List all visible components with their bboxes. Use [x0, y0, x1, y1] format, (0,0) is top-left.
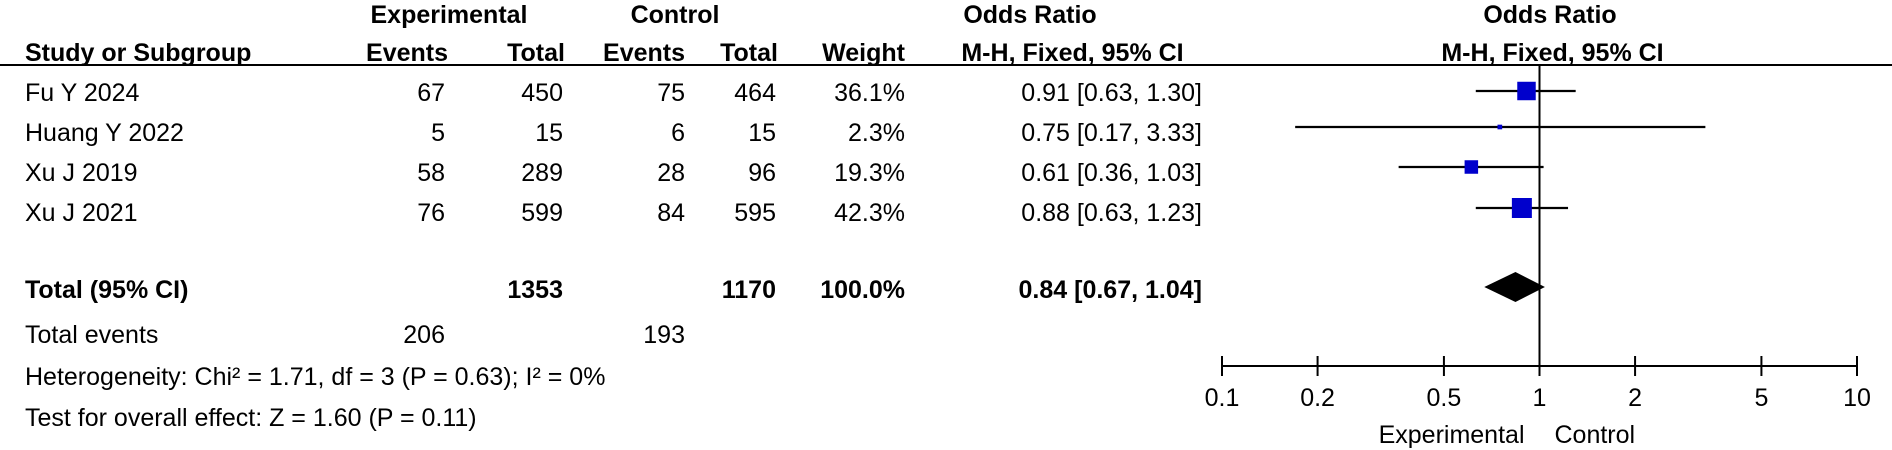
total-label: Total (95% CI) — [25, 276, 189, 304]
total-ctl-total: 1170 — [721, 276, 776, 304]
ctl-events: 6 — [671, 119, 685, 147]
total-exp-total: 1353 — [507, 276, 563, 304]
ctl-events: 75 — [657, 79, 685, 107]
study-ci-text: 0.88 [0.63, 1.23] — [1021, 199, 1202, 227]
events-ctl: 193 — [643, 321, 685, 349]
exp-events: 67 — [417, 79, 445, 107]
study-marker — [1511, 198, 1532, 218]
plot-lines — [1295, 64, 1706, 366]
exp-total: 15 — [535, 119, 563, 147]
pooled-diamond — [1484, 272, 1545, 302]
total-weight: 100.0% — [820, 276, 905, 304]
study-name: Xu J 2021 — [25, 199, 138, 227]
total-ci-text: 0.84 [0.67, 1.04] — [1018, 276, 1202, 304]
tick-label: 10 — [1843, 384, 1871, 412]
events-label: Total events — [25, 321, 159, 349]
study-ci-text: 0.61 [0.36, 1.03] — [1021, 159, 1202, 187]
overall-effect-text: Test for overall effect: Z = 1.60 (P = 0… — [25, 404, 477, 432]
study-marker — [1464, 160, 1479, 174]
study-marker — [1497, 124, 1503, 130]
plot-marks — [1464, 81, 1545, 302]
exp-events: 5 — [431, 119, 445, 147]
tick-label: 0.2 — [1300, 384, 1335, 412]
experimental-group-header: Experimental — [370, 1, 528, 29]
study-ci-text: 0.75 [0.17, 3.33] — [1021, 119, 1202, 147]
favours-right-label: Control — [1555, 421, 1636, 449]
study-name: Fu Y 2024 — [25, 79, 140, 107]
ctl-total: 464 — [734, 79, 776, 107]
method-plot-header: M-H, Fixed, 95% CI — [1441, 39, 1664, 67]
control-group-header: Control — [630, 1, 720, 29]
ctl-events-header: Events — [603, 39, 685, 67]
favours-left-label: Experimental — [1379, 421, 1525, 449]
tick-label: 0.5 — [1427, 384, 1462, 412]
exp-total: 599 — [521, 199, 563, 227]
events-exp: 206 — [403, 321, 445, 349]
tick-label: 0.1 — [1205, 384, 1240, 412]
ctl-total: 15 — [748, 119, 776, 147]
study-weight: 42.3% — [834, 199, 905, 227]
method-text-header: M-H, Fixed, 95% CI — [961, 39, 1184, 67]
exp-events: 58 — [417, 159, 445, 187]
exp-total: 450 — [521, 79, 563, 107]
x-axis: 0.1 0.2 0.5 1 2 5 10 Experimental Control — [1205, 356, 1871, 449]
study-weight: 36.1% — [834, 79, 905, 107]
tick-label: 1 — [1533, 384, 1547, 412]
study-name: Huang Y 2022 — [25, 119, 184, 147]
study-weight: 19.3% — [834, 159, 905, 187]
tick-label: 5 — [1754, 384, 1768, 412]
odds-ratio-text-header: Odds Ratio — [963, 1, 1097, 29]
heterogeneity-text: Heterogeneity: Chi² = 1.71, df = 3 (P = … — [25, 363, 606, 391]
ctl-total: 595 — [734, 199, 776, 227]
exp-events-header: Events — [366, 39, 448, 67]
study-marker — [1517, 81, 1536, 101]
ctl-total: 96 — [748, 159, 776, 187]
study-name: Xu J 2019 — [25, 159, 138, 187]
exp-total: 289 — [521, 159, 563, 187]
exp-total-header: Total — [507, 39, 565, 67]
tick-label: 2 — [1628, 384, 1642, 412]
odds-ratio-plot-header: Odds Ratio — [1483, 1, 1617, 29]
study-weight: 2.3% — [848, 119, 905, 147]
header-divider — [0, 64, 1892, 66]
study-ci-text: 0.91 [0.63, 1.30] — [1021, 79, 1202, 107]
ctl-events: 28 — [657, 159, 685, 187]
ctl-events: 84 — [657, 199, 685, 227]
exp-events: 76 — [417, 199, 445, 227]
study-column-header: Study or Subgroup — [25, 39, 252, 67]
ctl-total-header: Total — [720, 39, 778, 67]
weight-header: Weight — [822, 39, 905, 67]
